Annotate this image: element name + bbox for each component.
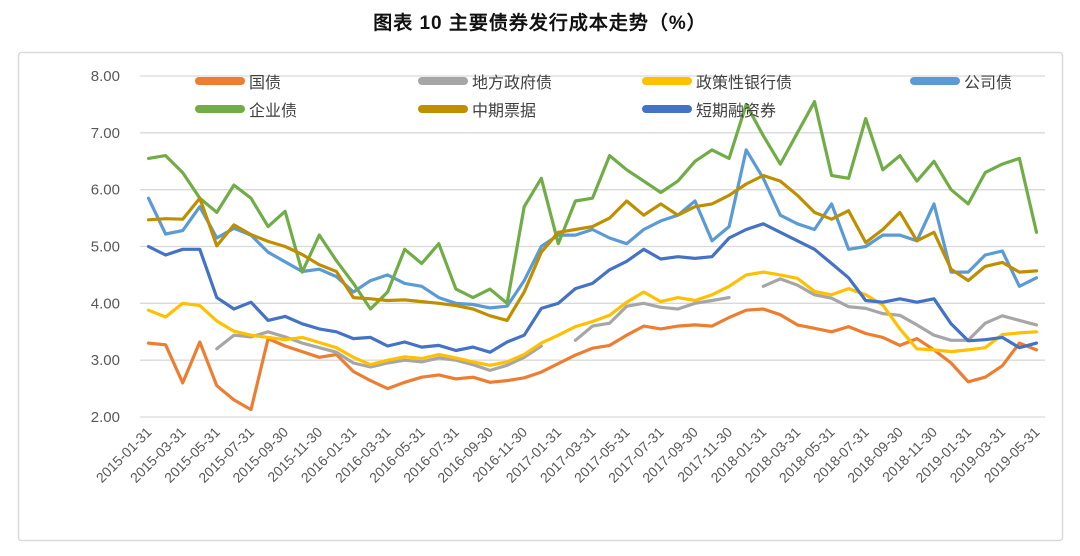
legend-label-treasury-bond: 国债 — [249, 75, 282, 92]
legend-label-medium-term-note: 中期票据 — [472, 103, 537, 120]
legend-swatch-enterprise-bond — [195, 105, 245, 113]
series-line-corporate-bond — [146, 148, 1039, 310]
y-axis-tick-label: 4.00 — [91, 295, 120, 312]
legend-swatch-treasury-bond — [195, 77, 245, 85]
legend-item-policy-bank-bond: 政策性银行债 — [642, 71, 793, 92]
chart-panel-border — [17, 51, 1064, 542]
series-line-medium-term-note — [146, 173, 1039, 322]
series-line-short-term-commercial-paper — [146, 222, 1039, 354]
series-line-policy-bank-bond — [146, 270, 1039, 367]
series-line-treasury-bond — [146, 307, 1039, 412]
y-axis-tick-label: 3.00 — [91, 352, 120, 369]
legend-item-local-government-bond: 地方政府债 — [418, 71, 553, 92]
series-line-local-government-bond — [215, 277, 1039, 372]
y-axis-tick-label: 2.00 — [91, 409, 120, 426]
y-axis-tick-label: 7.00 — [91, 125, 120, 142]
legend-label-enterprise-bond: 企业债 — [249, 103, 298, 120]
legend-swatch-policy-bank-bond — [642, 77, 692, 85]
legend-swatch-short-term-commercial-paper — [642, 105, 692, 113]
legend-item-corporate-bond: 公司债 — [910, 71, 1013, 92]
legend-swatch-corporate-bond — [910, 77, 960, 85]
legend-item-enterprise-bond: 企业债 — [195, 99, 298, 120]
legend-label-policy-bank-bond: 政策性银行债 — [696, 75, 793, 92]
legend-item-treasury-bond: 国债 — [195, 71, 282, 92]
chart-title: 图表 10 主要债券发行成本走势（%） — [373, 13, 707, 34]
legend-label-local-government-bond: 地方政府债 — [472, 75, 553, 92]
y-axis-tick-label: 6.00 — [91, 182, 120, 199]
legend-label-corporate-bond: 公司债 — [964, 75, 1013, 92]
y-axis-tick-label: 8.00 — [91, 68, 120, 85]
y-axis-tick-label: 5.00 — [91, 239, 120, 256]
legend-swatch-medium-term-note — [418, 105, 468, 113]
legend-label-short-term-commercial-paper: 短期融资券 — [696, 103, 777, 120]
legend-item-short-term-commercial-paper: 短期融资券 — [642, 99, 777, 120]
legend-item-medium-term-note: 中期票据 — [418, 99, 537, 120]
legend-swatch-local-government-bond — [418, 77, 468, 85]
